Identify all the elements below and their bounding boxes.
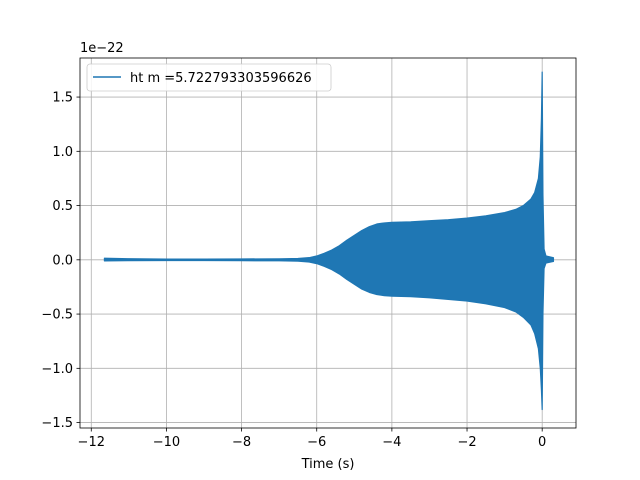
y-tick-label: 0.5 bbox=[52, 199, 73, 214]
y-axis: −1.5 −1.0 −0.5 0.0 0.5 1.0 1.5 bbox=[41, 91, 80, 431]
y-axis-offset-text: 1e−22 bbox=[80, 41, 124, 56]
x-axis-label: Time (s) bbox=[301, 457, 355, 472]
series-layer bbox=[103, 71, 555, 411]
x-tick-label: −4 bbox=[382, 435, 401, 450]
y-tick-label: −1.0 bbox=[41, 362, 73, 377]
y-tick-label: −1.5 bbox=[41, 416, 73, 431]
x-axis: −12 −10 −8 −6 −4 −2 0 bbox=[78, 428, 546, 450]
y-tick-label: −0.5 bbox=[41, 308, 73, 323]
y-tick-label: 0.0 bbox=[52, 253, 73, 268]
legend-box bbox=[86, 63, 332, 92]
x-tick-label: −12 bbox=[78, 435, 105, 450]
x-tick-label: −6 bbox=[307, 435, 326, 450]
x-tick-label: −10 bbox=[153, 435, 180, 450]
legend: ht m =5.722793303596626 bbox=[86, 63, 332, 92]
legend-entry: ht m =5.722793303596626 bbox=[130, 71, 312, 86]
x-tick-label: −2 bbox=[457, 435, 476, 450]
y-tick-label: 1.0 bbox=[52, 145, 73, 160]
plot-frame bbox=[79, 57, 577, 429]
y-tick-label: 1.5 bbox=[52, 91, 73, 106]
x-tick-label: −8 bbox=[232, 435, 251, 450]
waveform-series bbox=[103, 71, 555, 411]
x-tick-label: 0 bbox=[538, 435, 546, 450]
